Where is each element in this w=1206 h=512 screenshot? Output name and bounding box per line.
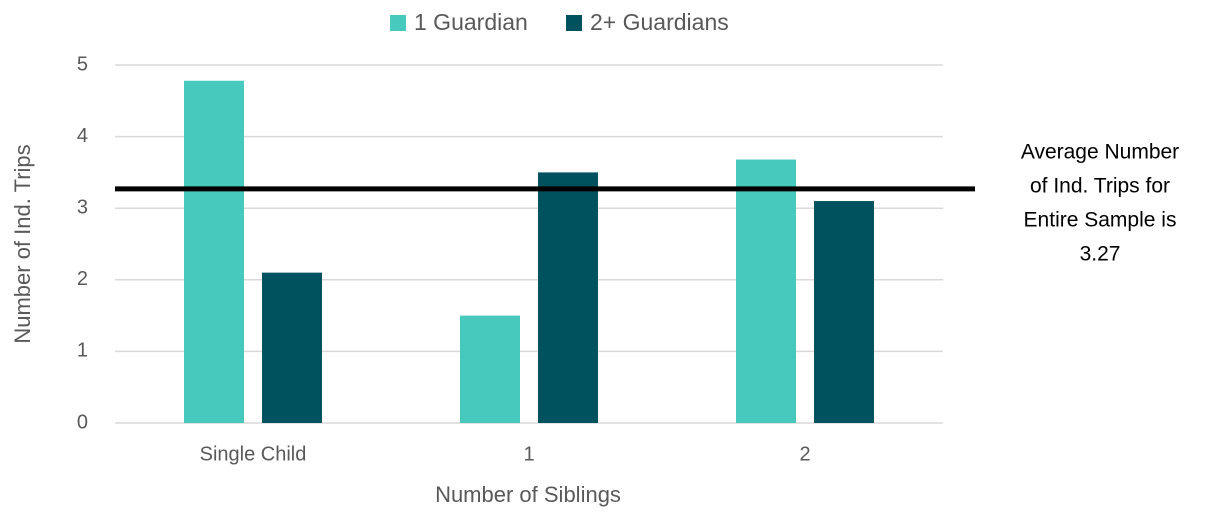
annotation: 3.27 (1080, 243, 1121, 266)
y-tick-label: 2 (77, 268, 88, 290)
y-axis-label: Number of Ind. Trips (10, 144, 35, 343)
legend-swatch (566, 15, 582, 31)
bar (460, 315, 520, 423)
y-tick-label: 1 (77, 340, 88, 362)
legend-swatch (390, 15, 406, 31)
annotation: Entire Sample is (1024, 209, 1177, 232)
bar (184, 80, 244, 423)
bar (538, 172, 598, 423)
x-tick-label: 1 (523, 443, 534, 465)
bar (262, 272, 322, 423)
x-axis-label: Number of Siblings (435, 482, 621, 507)
bar (814, 201, 874, 423)
annotation: Average Number (1021, 141, 1179, 164)
bar (736, 159, 796, 423)
legend-label: 1 Guardian (414, 9, 528, 35)
y-tick-label: 4 (77, 125, 88, 147)
legend-label: 2+ Guardians (590, 9, 729, 35)
y-tick-label: 3 (77, 196, 88, 218)
x-tick-label: Single Child (200, 443, 307, 465)
annotation: of Ind. Trips for (1030, 175, 1170, 198)
x-tick-label: 2 (799, 443, 810, 465)
y-tick-label: 5 (77, 53, 88, 75)
y-tick-label: 0 (77, 411, 88, 433)
